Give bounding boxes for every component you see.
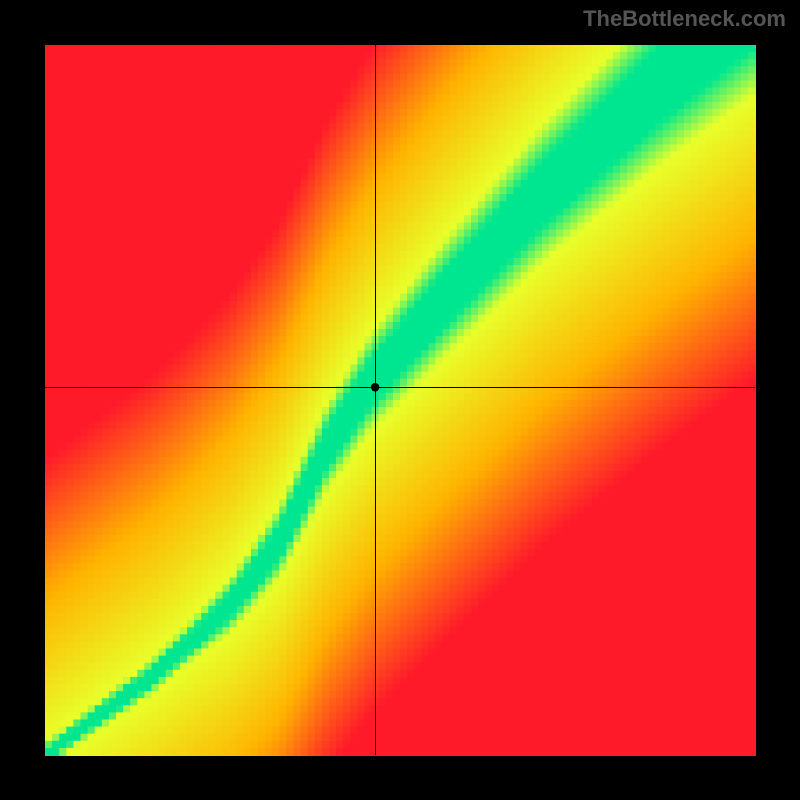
attribution-text: TheBottleneck.com [583,6,786,32]
bottleneck-heatmap [0,0,800,800]
